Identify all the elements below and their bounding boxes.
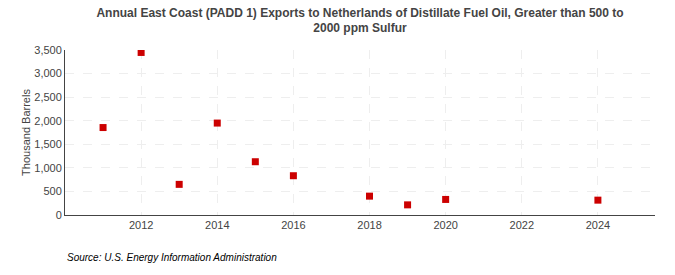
- svg-text:500: 500: [43, 185, 61, 197]
- svg-text:3,000: 3,000: [34, 67, 62, 79]
- svg-text:1,500: 1,500: [34, 138, 62, 150]
- svg-text:Thousand Barrels: Thousand Barrels: [20, 89, 32, 176]
- svg-text:2022: 2022: [510, 219, 534, 231]
- svg-text:1,000: 1,000: [34, 162, 62, 174]
- svg-text:2014: 2014: [205, 219, 229, 231]
- svg-text:2024: 2024: [586, 219, 610, 231]
- svg-text:3,500: 3,500: [34, 44, 62, 56]
- svg-text:2018: 2018: [357, 219, 381, 231]
- svg-text:2,000: 2,000: [34, 115, 62, 127]
- svg-text:Source: U.S. Energy Informatio: Source: U.S. Energy Information Administ…: [67, 252, 277, 263]
- svg-text:0: 0: [56, 209, 62, 221]
- svg-text:2016: 2016: [281, 219, 305, 231]
- svg-text:2,500: 2,500: [34, 91, 62, 103]
- svg-text:2012: 2012: [129, 219, 153, 231]
- svg-text:Annual East Coast (PADD 1) Exp: Annual East Coast (PADD 1) Exports to Ne…: [96, 6, 623, 36]
- svg-text:2020: 2020: [433, 219, 457, 231]
